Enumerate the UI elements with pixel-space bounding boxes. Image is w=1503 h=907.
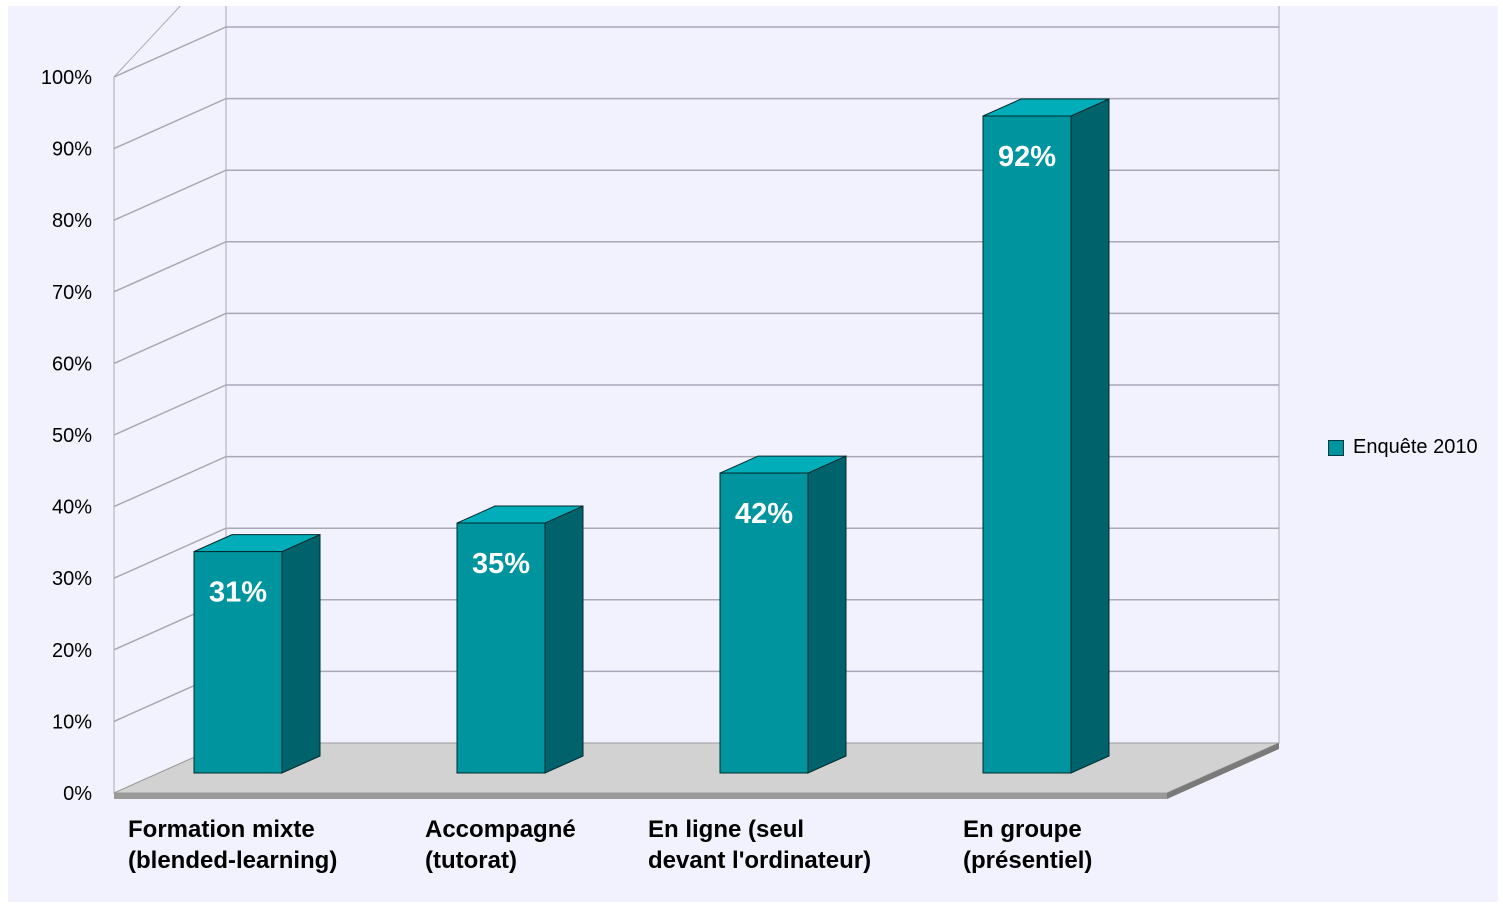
bar-side-3 <box>1070 98 1110 774</box>
y-tick-label-6: 60% <box>52 353 92 375</box>
gridline-3 <box>113 527 1279 579</box>
legend-swatch <box>1328 439 1344 456</box>
y-tick-label-3: 30% <box>52 568 92 590</box>
gridline-9 <box>113 97 1279 150</box>
category-label-en-groupe: En groupe (présentiel) <box>963 816 1093 874</box>
floor-side-edge <box>1167 743 1279 799</box>
y-tick-label-1: 10% <box>52 711 92 733</box>
bar-0 <box>193 551 283 774</box>
y-tick-label-0: 0% <box>63 783 92 805</box>
data-label-3: 92% <box>998 141 1056 173</box>
y-tick-label-2: 20% <box>52 640 92 662</box>
gridline-4 <box>113 455 1279 508</box>
gridline-10 <box>113 26 1279 78</box>
chart-area: 0% 10% 20% 30% 40% 50% 60% 70% 80% 90% 100% 31% 35% 4… <box>8 6 1498 902</box>
category-label-accompagne: Accompagné (tutorat) <box>425 816 576 874</box>
gridline-5 <box>113 384 1279 436</box>
bar-1 <box>456 522 546 774</box>
bar-2 <box>719 472 809 774</box>
category-label-en-ligne: En ligne (seul devant l'ordinateur) <box>648 816 872 874</box>
data-label-2: 42% <box>735 498 793 530</box>
bar-side-2 <box>807 455 847 774</box>
bar-side-0 <box>281 533 321 774</box>
gridline-6 <box>113 312 1279 365</box>
y-tick-label-7: 70% <box>52 282 92 304</box>
gridline-7 <box>113 241 1279 293</box>
bar-side-1 <box>544 505 584 774</box>
legend-label: Enquête 2010 <box>1353 436 1478 458</box>
gridline-8 <box>113 169 1279 221</box>
y-tick-label-5: 50% <box>52 425 92 447</box>
data-label-0: 31% <box>209 577 267 609</box>
floor-front-edge <box>114 793 1167 799</box>
bar-3 <box>982 115 1072 774</box>
y-tick-label-10: 100% <box>41 67 92 89</box>
y-tick-label-8: 80% <box>52 210 92 232</box>
category-label-formation-mixte: Formation mixte (blended-learning) <box>128 816 338 874</box>
y-tick-label-4: 40% <box>52 497 92 519</box>
chart-plot: 0% 10% 20% 30% 40% 50% 60% 70% 80% 90% 100% 31% 35% 4… <box>41 6 1280 805</box>
data-label-1: 35% <box>472 548 530 580</box>
y-tick-label-9: 90% <box>52 139 92 161</box>
legend: Enquête 2010 <box>1328 436 1478 459</box>
